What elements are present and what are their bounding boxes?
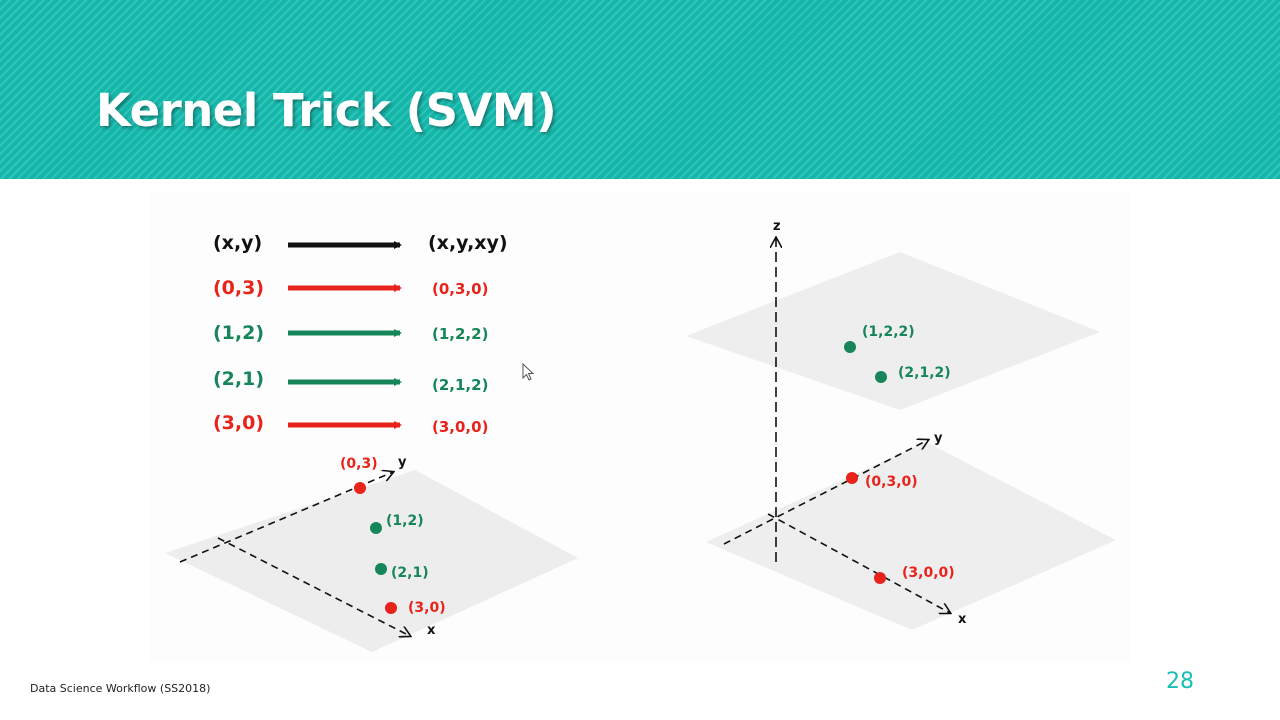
data-point <box>875 371 887 383</box>
axis-label-x: x <box>427 623 436 638</box>
plane-upper <box>686 252 1100 410</box>
mapping-table: (x,y) (x,y,xy) (0,3) (0,3,0) (1,2) (1,2,… <box>213 232 508 436</box>
mapping-row: (1,2) (1,2,2) <box>213 322 488 344</box>
mapping-from: (1,2) <box>213 322 264 344</box>
data-point <box>385 602 397 614</box>
slide-title: Kernel Trick (SVM) <box>96 84 557 137</box>
plane-2d <box>165 470 578 652</box>
data-point-label: (1,2) <box>386 513 424 529</box>
data-point <box>354 482 366 494</box>
data-point-label: (3,0) <box>408 600 446 616</box>
data-point <box>846 472 858 484</box>
mapping-to: (3,0,0) <box>432 418 488 436</box>
mapping-from: (3,0) <box>213 412 264 434</box>
axis-label-x: x <box>958 612 967 627</box>
data-point <box>874 572 886 584</box>
data-point-label: (1,2,2) <box>862 324 915 340</box>
data-point <box>370 522 382 534</box>
axis-y-3d <box>723 440 928 545</box>
header-band <box>0 0 1280 179</box>
mapping-row: (2,1) (2,1,2) <box>213 368 488 394</box>
mapping-from: (0,3) <box>213 277 264 299</box>
axis-label-y: y <box>934 431 943 446</box>
mapping-to: (x,y,xy) <box>428 232 508 254</box>
data-point-label: (3,0,0) <box>902 565 955 581</box>
data-point <box>844 341 856 353</box>
data-point-label: (2,1) <box>391 565 429 581</box>
data-point-label: (2,1,2) <box>898 365 951 381</box>
axis-label-z: z <box>773 219 781 234</box>
mapping-to: (1,2,2) <box>432 325 488 343</box>
mapping-row: (0,3) (0,3,0) <box>213 277 488 299</box>
mapping-from: (x,y) <box>213 232 262 254</box>
mapping-row: (3,0) (3,0,0) <box>213 412 488 436</box>
plot-2d: y x (0,3) (1,2) (2,1) (3,0) <box>165 455 578 652</box>
plane-lower <box>706 442 1116 630</box>
data-point-label: (0,3,0) <box>865 474 918 490</box>
mapping-row: (x,y) (x,y,xy) <box>213 232 508 254</box>
mapping-from: (2,1) <box>213 368 264 390</box>
mapping-to: (0,3,0) <box>432 280 488 298</box>
data-point-label: (0,3) <box>340 456 378 472</box>
mapping-to: (2,1,2) <box>432 376 488 394</box>
footer-text: Data Science Workflow (SS2018) <box>30 682 211 695</box>
axis-label-y: y <box>398 455 407 470</box>
plot-3d: z y x (1,2,2) (2,1,2) (0,3,0) (3,0,0) <box>686 219 1116 630</box>
mouse-cursor-icon <box>522 362 535 381</box>
data-point <box>375 563 387 575</box>
axis-x-3d <box>767 513 950 613</box>
slide-number: 28 <box>1166 669 1194 694</box>
